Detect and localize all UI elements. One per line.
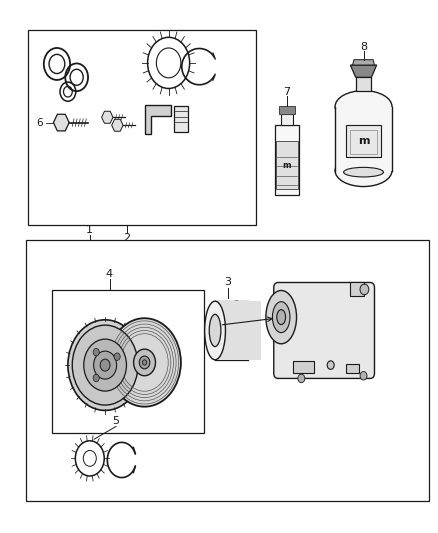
Polygon shape — [102, 111, 113, 123]
Text: 2: 2 — [124, 233, 131, 243]
Bar — [356, 77, 371, 91]
Text: m: m — [283, 161, 291, 169]
Text: 3: 3 — [224, 278, 231, 287]
Bar — [293, 361, 314, 373]
Ellipse shape — [277, 310, 286, 325]
Bar — [279, 106, 295, 114]
Ellipse shape — [272, 302, 290, 333]
Circle shape — [72, 325, 138, 405]
Bar — [346, 125, 381, 157]
Circle shape — [360, 284, 369, 295]
Bar — [281, 114, 293, 125]
Text: m: m — [358, 136, 369, 146]
Circle shape — [360, 372, 367, 380]
Circle shape — [84, 339, 127, 391]
Ellipse shape — [226, 301, 247, 360]
Polygon shape — [174, 106, 188, 132]
Text: 4: 4 — [106, 269, 113, 279]
Bar — [276, 141, 298, 189]
Polygon shape — [350, 65, 377, 77]
Bar — [215, 301, 261, 360]
Ellipse shape — [266, 290, 297, 344]
Text: 1: 1 — [86, 225, 93, 235]
Text: 8: 8 — [360, 42, 367, 52]
Ellipse shape — [335, 91, 392, 123]
Circle shape — [108, 318, 181, 407]
Circle shape — [142, 360, 147, 365]
Bar — [28, 30, 256, 225]
Circle shape — [94, 351, 117, 379]
Polygon shape — [145, 105, 171, 134]
Bar — [350, 282, 364, 296]
Ellipse shape — [205, 301, 226, 360]
Bar — [346, 364, 359, 373]
Polygon shape — [353, 60, 374, 65]
Text: 6: 6 — [36, 118, 43, 127]
Circle shape — [298, 374, 305, 383]
Bar — [350, 130, 377, 154]
Ellipse shape — [209, 314, 221, 346]
Text: 7: 7 — [283, 87, 290, 96]
Bar — [52, 290, 204, 433]
Circle shape — [139, 356, 150, 369]
Circle shape — [134, 349, 155, 376]
Ellipse shape — [343, 167, 384, 177]
Bar — [275, 125, 299, 195]
Circle shape — [93, 349, 99, 356]
Polygon shape — [112, 119, 123, 131]
FancyBboxPatch shape — [274, 282, 374, 378]
Circle shape — [327, 361, 334, 369]
Circle shape — [68, 320, 142, 410]
Bar — [26, 240, 429, 501]
Ellipse shape — [335, 155, 392, 187]
Circle shape — [114, 353, 120, 360]
Circle shape — [93, 374, 99, 382]
Circle shape — [100, 359, 110, 371]
Bar — [335, 107, 392, 171]
Text: 5: 5 — [113, 416, 120, 426]
Polygon shape — [53, 114, 69, 131]
